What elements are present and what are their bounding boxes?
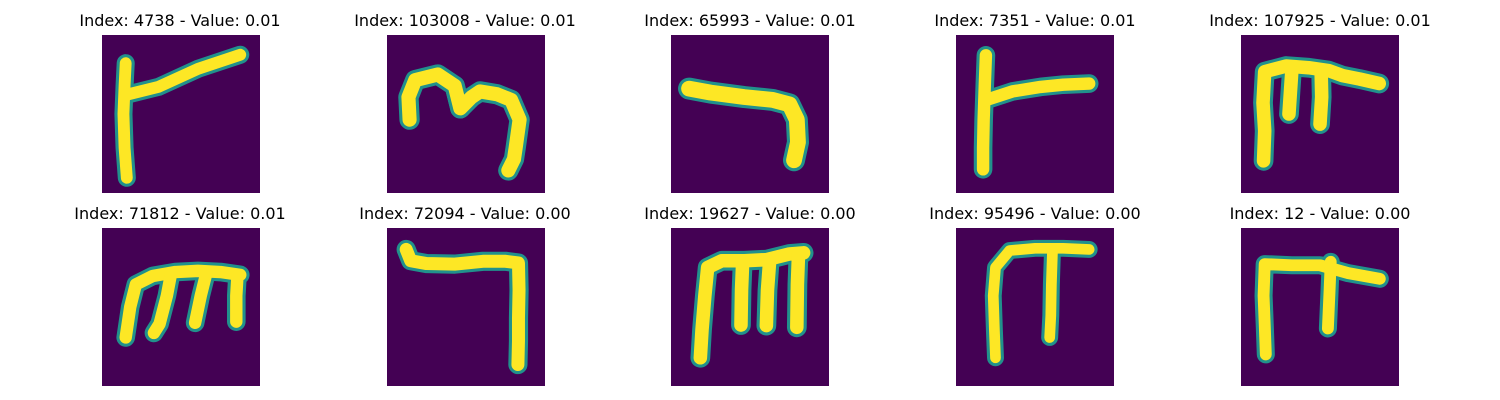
panel-image [1241, 228, 1399, 386]
glyph-image [1254, 252, 1389, 364]
panel-title: Index: 12 - Value: 0.00 [1229, 204, 1411, 223]
panel-title: Index: 19627 - Value: 0.00 [644, 204, 856, 223]
panel-image [102, 35, 260, 193]
panel-image [387, 228, 545, 386]
glyph-image [116, 261, 250, 347]
panel-title: Index: 95496 - Value: 0.00 [929, 204, 1141, 223]
panel-image [671, 228, 829, 386]
glyph-image [396, 239, 529, 375]
panel-title: Index: 103008 - Value: 0.01 [354, 11, 576, 30]
glyph-image [984, 239, 1098, 367]
panel-image [956, 228, 1114, 386]
panel-title: Index: 107925 - Value: 0.01 [1209, 11, 1431, 30]
glyph-image [690, 242, 814, 368]
glyph-image [973, 46, 1099, 179]
panel-title: Index: 72094 - Value: 0.00 [359, 204, 571, 223]
panel-image [956, 35, 1114, 193]
panel-title: Index: 7351 - Value: 0.01 [934, 11, 1136, 30]
panel-title: Index: 71812 - Value: 0.01 [74, 204, 286, 223]
panel-image [387, 35, 545, 193]
panel-image [1241, 35, 1399, 193]
glyph-image [398, 64, 530, 181]
panel-image [102, 228, 260, 386]
glyph-image [1253, 56, 1390, 171]
glyph-image [114, 45, 250, 187]
glyph-image [678, 77, 809, 172]
panel-title: Index: 4738 - Value: 0.01 [79, 11, 281, 30]
panel-image [671, 35, 829, 193]
panel-title: Index: 65993 - Value: 0.01 [644, 11, 856, 30]
